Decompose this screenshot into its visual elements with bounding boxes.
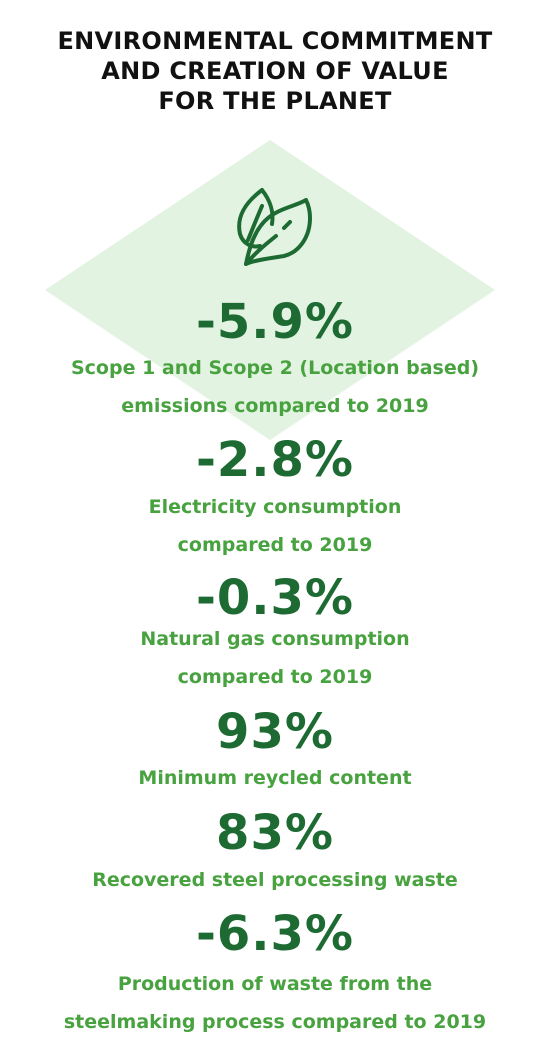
stat-label-line: Recovered steel processing waste (92, 869, 458, 891)
stat-label-line: compared to 2019 (177, 666, 373, 688)
stat-label-line: Production of waste from the (117, 973, 433, 995)
stat-label-line: Natural gas consumption (140, 628, 410, 650)
stat-value-electricity: -2.8% (195, 432, 355, 488)
stat-label-line: Electricity consumption (148, 496, 402, 518)
stat-value-scope-emissions: -5.9% (195, 294, 355, 350)
stat-label-line: Scope 1 and Scope 2 (Location based) (70, 357, 480, 379)
title-line-3: FOR THE PLANET (158, 87, 392, 115)
leaves-icon (237, 188, 312, 266)
stat-label-line: compared to 2019 (177, 534, 373, 556)
page-title: ENVIRONMENTAL COMMITMENT AND CREATION OF… (0, 26, 550, 116)
stat-value-natural-gas: -0.3% (195, 570, 355, 626)
background-diamond (45, 140, 495, 440)
stat-label-steel-waste: Recovered steel processing waste (0, 861, 550, 899)
stat-label-recycled-content: Minimum reycled content (0, 759, 550, 797)
stat-label-natural-gas: Natural gas consumption compared to 2019 (0, 620, 550, 696)
stat-value-steel-waste: 83% (216, 805, 334, 861)
stat-label-line: emissions compared to 2019 (121, 395, 429, 417)
stat-label-scope-emissions: Scope 1 and Scope 2 (Location based) emi… (0, 349, 550, 425)
stat-value-waste-production: -6.3% (195, 906, 355, 962)
stat-label-waste-production: Production of waste from the steelmaking… (0, 965, 550, 1041)
stat-label-line: steelmaking process compared to 2019 (63, 1011, 487, 1033)
title-line-1: ENVIRONMENTAL COMMITMENT (57, 27, 493, 55)
stat-value-recycled-content: 93% (216, 704, 334, 760)
stat-label-line: Minimum reycled content (138, 767, 412, 789)
title-line-2: AND CREATION OF VALUE (101, 57, 449, 85)
stat-label-electricity: Electricity consumption compared to 2019 (0, 488, 550, 564)
